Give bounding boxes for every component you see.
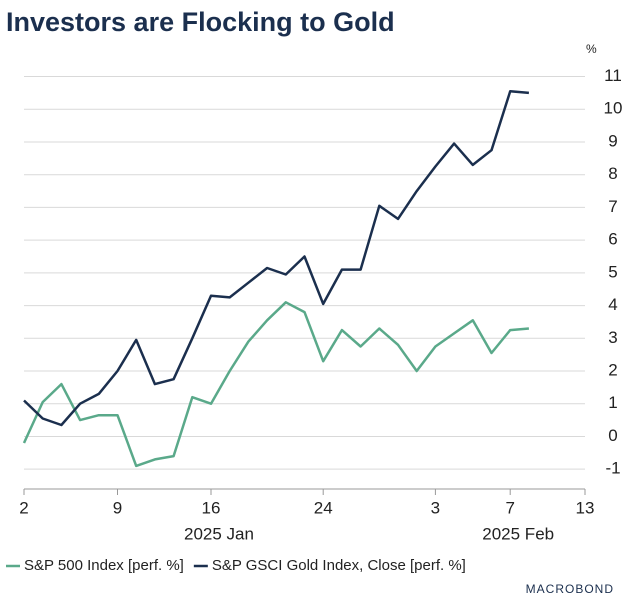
- y-tick-label: 4: [608, 295, 617, 314]
- x-tick-label: 9: [113, 498, 122, 517]
- y-tick-label: 0: [608, 426, 617, 445]
- x-tick-label: 16: [202, 498, 221, 517]
- series-line: [22, 301, 530, 468]
- x-tick-label: 13: [576, 498, 595, 517]
- y-unit: %: [586, 42, 597, 56]
- chart-title: Investors are Flocking to Gold: [6, 7, 395, 37]
- y-tick-label: 3: [608, 328, 617, 347]
- y-tick-label: 11: [604, 66, 622, 85]
- series-line: [23, 90, 530, 427]
- logo: MACROBOND: [526, 582, 614, 596]
- x-tick-label: 3: [431, 498, 440, 517]
- x-tick-label: 7: [505, 498, 514, 517]
- x-group-label: 2025 Feb: [482, 524, 554, 543]
- legend-label: S&P GSCI Gold Index, Close [perf. %]: [212, 557, 466, 574]
- legend-label: S&P 500 Index [perf. %]: [24, 557, 184, 574]
- y-tick-label: 5: [608, 262, 617, 281]
- y-tick-label: 1: [608, 393, 617, 412]
- y-tick-label: 9: [608, 131, 617, 150]
- x-group-label: 2025 Jan: [184, 524, 254, 543]
- y-tick-label: 8: [608, 164, 617, 183]
- y-tick-label: 2: [608, 361, 617, 380]
- x-tick-label: 24: [314, 498, 333, 517]
- y-tick-label: 6: [608, 230, 617, 249]
- y-tick-label: -1: [605, 459, 620, 478]
- x-tick-label: 2: [19, 498, 28, 517]
- y-tick-label: 10: [604, 99, 623, 118]
- y-tick-label: 7: [608, 197, 617, 216]
